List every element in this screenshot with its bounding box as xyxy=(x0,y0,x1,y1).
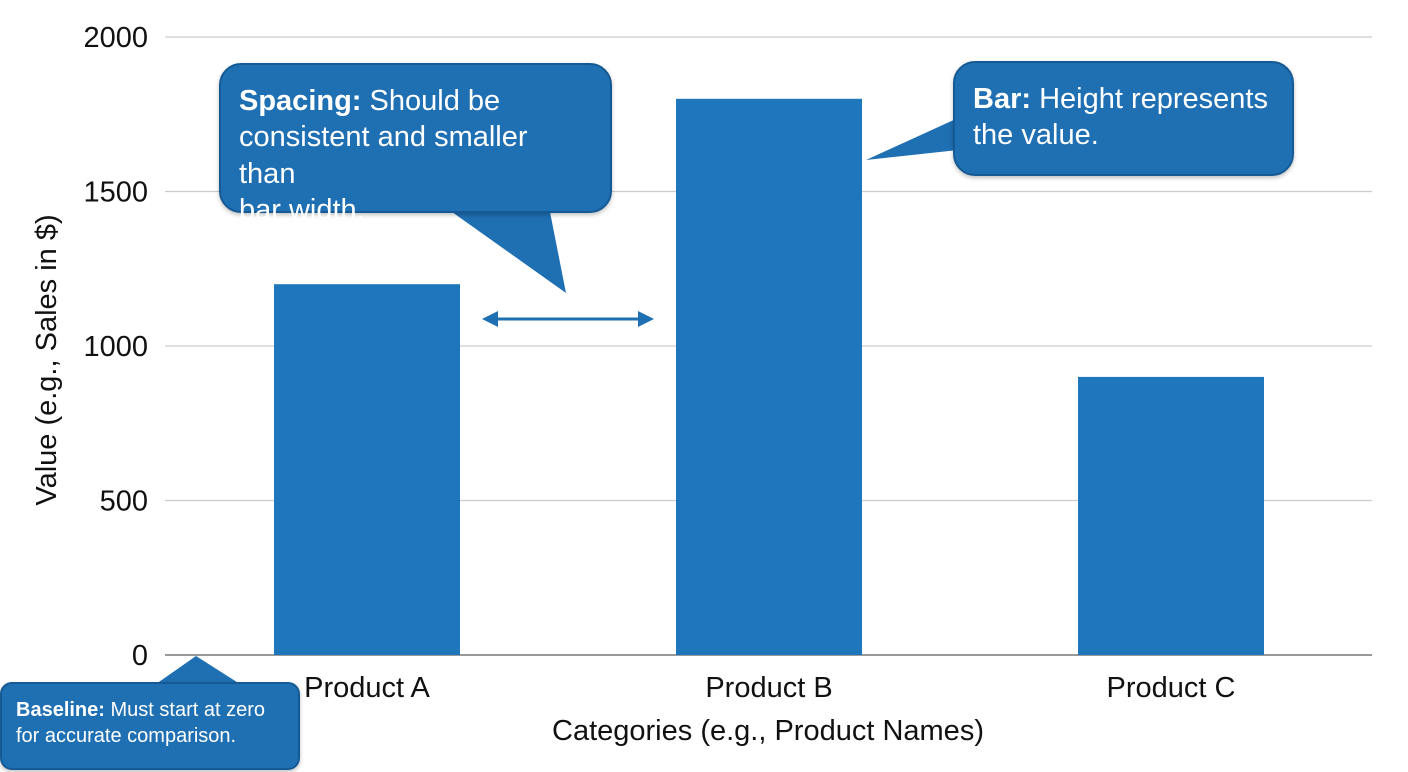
x-tick-label: Product C xyxy=(1107,672,1236,704)
x-tick-label: Product B xyxy=(705,672,832,704)
y-tick-label: 500 xyxy=(100,486,148,518)
bar-callout: Bar: Height represents the value. xyxy=(953,61,1294,176)
spacing-double-arrow xyxy=(482,311,654,327)
spacing-callout: Spacing: Should be consistent and smalle… xyxy=(219,63,612,226)
spacing-callout-line2: consistent and smaller than xyxy=(239,121,528,190)
spacing-callout-line3: bar width. xyxy=(239,193,365,226)
y-tick-label: 1000 xyxy=(83,331,148,363)
baseline-callout-title: Baseline: xyxy=(16,699,105,721)
spacing-callout-line1: Should be xyxy=(369,85,501,117)
bars xyxy=(274,98,1264,656)
y-tick-label: 2000 xyxy=(83,22,148,54)
spacing-callout-tail xyxy=(452,212,566,293)
baseline-callout: Baseline: Must start at zero for accurat… xyxy=(0,682,300,770)
x-axis-label: Categories (e.g., Product Names) xyxy=(552,715,984,747)
spacing-callout-title: Spacing: xyxy=(239,85,362,117)
bar-callout-tail xyxy=(866,118,958,160)
x-tick-label: Product A xyxy=(304,672,430,704)
y-tick-labels: 0 500 1000 1500 2000 xyxy=(83,22,148,672)
bar-product-b xyxy=(676,98,862,656)
baseline-callout-line1: Must start at zero xyxy=(110,699,266,721)
y-axis-label: Value (e.g., Sales in $) xyxy=(31,214,63,505)
bar-callout-line1: Height represents xyxy=(1039,83,1268,115)
bar-callout-title: Bar: xyxy=(973,83,1032,115)
bar-product-c xyxy=(1078,376,1264,655)
bar-callout-line2: the value. xyxy=(973,119,1099,152)
baseline-callout-line2: for accurate comparison. xyxy=(16,725,237,747)
baseline-callout-tail xyxy=(156,656,240,684)
x-tick-labels: Product A Product B Product C xyxy=(304,672,1235,704)
bar-product-a xyxy=(274,284,460,655)
y-tick-label: 0 xyxy=(132,640,148,672)
y-tick-label: 1500 xyxy=(83,177,148,209)
